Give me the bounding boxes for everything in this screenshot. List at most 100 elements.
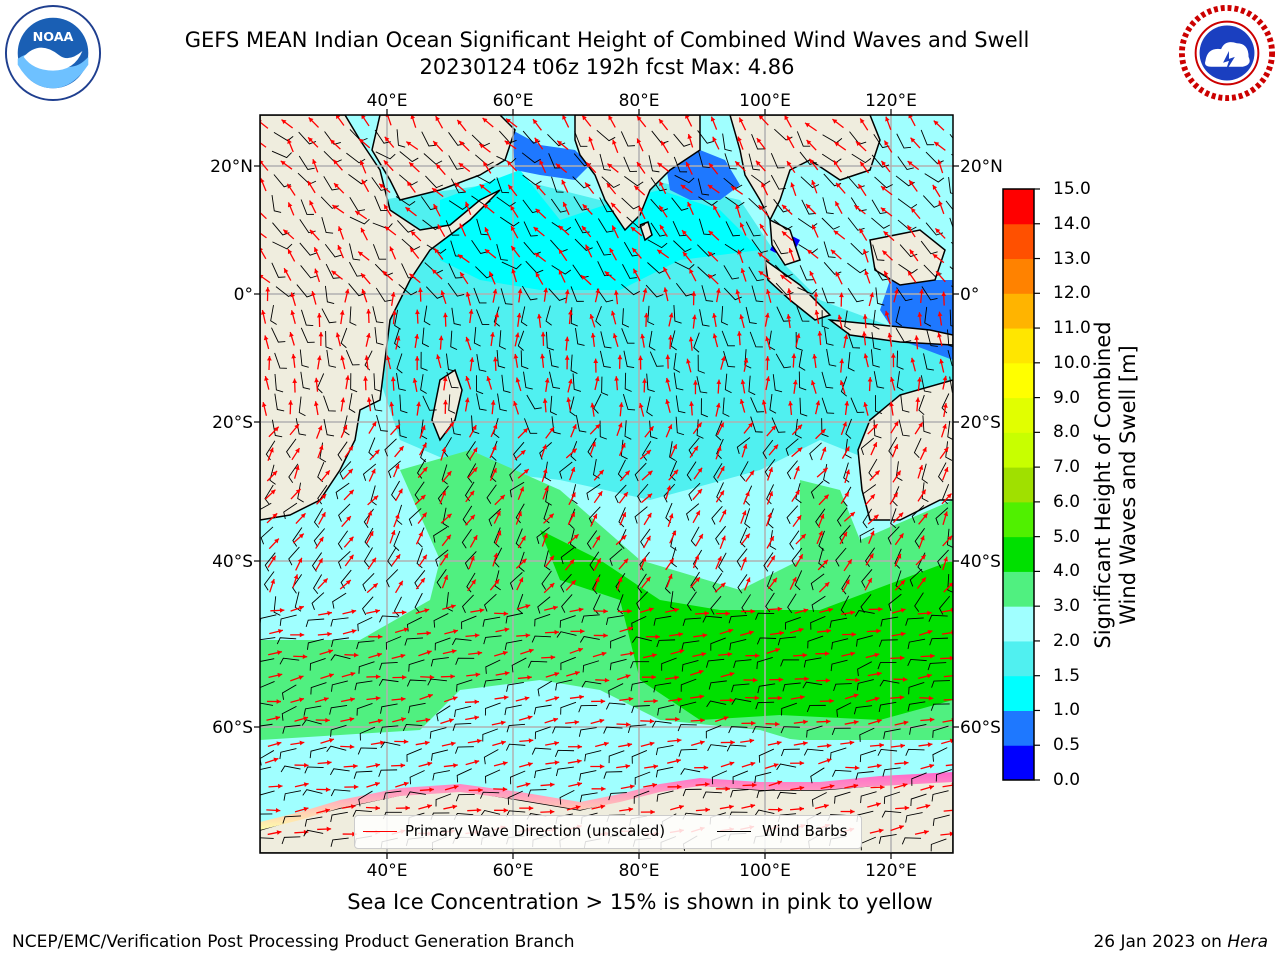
wind-barb [303, 705, 322, 716]
wave-arrow-head [309, 200, 314, 206]
colorbar-band [1003, 362, 1034, 399]
wave-arrow-head [261, 402, 267, 407]
wave-arrow-head [418, 287, 423, 293]
wave-arrow-head [918, 422, 923, 428]
wave-arrow-head [298, 533, 304, 539]
wave-arrow-head [367, 510, 373, 516]
wind-barb [830, 659, 848, 672]
wave-arrow-head [577, 781, 582, 787]
wave-arrow-head [927, 610, 932, 616]
wind-barb [375, 151, 396, 160]
colorbar [1003, 188, 1040, 781]
wave-arrow-head [382, 270, 388, 276]
wave-arrow-head [552, 605, 558, 611]
wind-barb [283, 502, 298, 520]
wave-arrow-head [788, 400, 793, 406]
wave-arrow-head [657, 249, 663, 255]
wind-barb [931, 680, 950, 688]
wind-barb [724, 373, 732, 394]
wave-arrow-head [721, 535, 726, 541]
wind-barb [623, 156, 638, 172]
wind-barb [391, 480, 400, 501]
wave-arrow-head [788, 248, 794, 254]
wind-barb [395, 196, 416, 206]
africa-land [260, 115, 501, 521]
wind-barb [264, 552, 276, 572]
wave-arrow-head [799, 760, 805, 766]
wave-arrow-head [549, 782, 555, 788]
wind-barb [751, 133, 765, 150]
wave-arrow-head [697, 422, 702, 428]
wave-arrow-head [642, 288, 648, 293]
wind-barb [445, 353, 456, 372]
wave-arrow-head [489, 271, 494, 277]
wave-arrow-head [686, 358, 691, 364]
wave-arrow-head [260, 178, 265, 184]
wave-arrow-head [571, 448, 577, 454]
wind-barb [653, 615, 672, 626]
wave-arrow-head [400, 653, 406, 659]
wind-barb [675, 416, 685, 436]
colorbar-band [1003, 501, 1034, 538]
wave-arrow-head [920, 554, 926, 560]
wave-arrow-head [811, 224, 817, 230]
footer-date: 26 Jan 2023 on Hera [1093, 932, 1268, 952]
wind-barb [821, 217, 840, 230]
wave-arrow-head [659, 205, 664, 211]
colorbar-band [1003, 293, 1034, 329]
wave-arrow-head [942, 423, 947, 429]
wind-barb [669, 460, 678, 481]
wave-arrow-head [928, 695, 934, 701]
wind-barb [633, 790, 650, 804]
wave-arrow-head [401, 674, 407, 680]
wind-barb [811, 595, 826, 612]
wave-arrow-head [327, 631, 332, 637]
sri-lanka-land [639, 221, 653, 242]
wind-barb [688, 437, 700, 457]
wave-arrow-head [283, 229, 289, 235]
wave-arrow-head [409, 273, 415, 279]
wind-barb [282, 815, 302, 824]
wave-arrow-head [534, 137, 540, 143]
wind-barb [678, 748, 698, 757]
wave-arrow-head [515, 377, 521, 383]
wind-barb [461, 529, 472, 549]
wave-arrow-head [613, 290, 619, 295]
colorbar-tick-label: 10.0 [1053, 352, 1091, 373]
wave-arrow-head [873, 514, 879, 520]
wave-arrow-head [369, 531, 374, 537]
wave-arrow-head [699, 694, 705, 700]
wave-arrow-head [298, 675, 304, 680]
wave-arrow-head [450, 741, 456, 747]
wind-barb [910, 793, 927, 807]
wind-barb [483, 678, 502, 688]
wind-barb [901, 837, 922, 845]
wave-arrow-head [884, 140, 889, 146]
wave-arrow-head [643, 312, 649, 318]
wave-arrow-head [334, 183, 339, 188]
wind-barb [282, 724, 301, 734]
wind-barb [711, 505, 723, 525]
wave-arrow-head [678, 804, 684, 810]
wave-arrow-head [465, 376, 470, 381]
wind-barb [762, 439, 774, 459]
wave-arrow-head [725, 786, 730, 792]
wave-arrow-head [270, 489, 276, 495]
wind-barb [914, 592, 924, 612]
wave-arrow-head [621, 442, 626, 448]
wind-barb [775, 353, 792, 369]
wave-arrow-head [948, 582, 953, 588]
wave-arrow-head [638, 355, 643, 361]
wind-barb [756, 637, 777, 645]
wave-arrow-head [525, 633, 531, 638]
wind-barb [702, 615, 722, 623]
wave-arrow-head [464, 397, 470, 403]
wind-barb [860, 594, 872, 614]
wave-arrow-head [739, 314, 745, 320]
wave-arrow-head [698, 669, 704, 675]
wind-barb [608, 750, 625, 764]
wave-arrow-head [580, 275, 586, 280]
wind-barb [445, 220, 460, 236]
wind-barb [786, 505, 799, 524]
wind-barb [537, 680, 553, 697]
